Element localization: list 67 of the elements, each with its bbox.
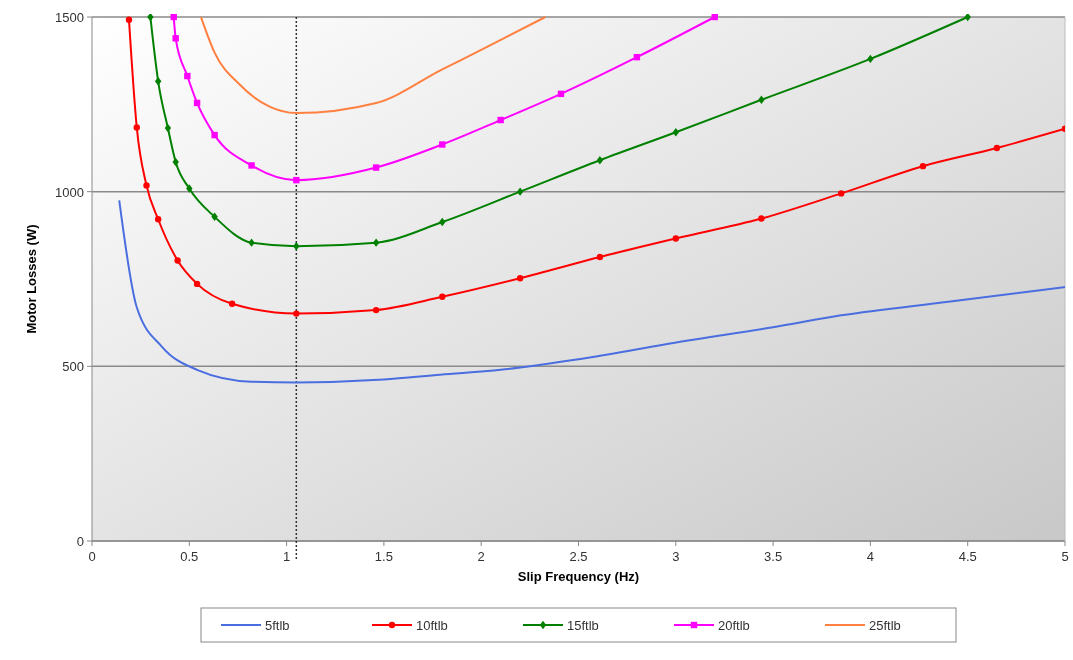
point [174,257,181,264]
x-tick-label: 5 [1061,549,1069,564]
point [211,212,218,222]
point [125,16,133,23]
line-series [118,199,1065,384]
point [293,241,300,251]
legend-label: 25ftlb [869,618,901,633]
point [516,275,524,282]
point [172,157,179,167]
point [497,116,504,124]
point [758,215,765,222]
point [711,14,718,21]
point [964,14,971,22]
point [228,300,236,307]
x-axis-title: Slip Frequency (Hz) [517,569,640,584]
point [170,14,177,21]
point [164,123,172,133]
point [248,162,255,169]
line-series [199,16,547,115]
point [439,293,446,301]
y-tick-label: 0 [76,534,84,549]
point [154,77,162,86]
point [439,217,446,227]
point [838,190,845,197]
x-tick-label: 3.5 [764,549,783,564]
point [372,306,380,314]
point [193,280,201,288]
point [154,216,162,223]
legend-label: 5ftlb [265,618,290,633]
x-tick-label: 4.5 [958,549,977,564]
point [147,14,154,22]
y-tick-label: 1000 [55,184,84,200]
point [867,54,874,64]
x-tick-label: 2.5 [569,549,588,564]
x-tick-label: 0.5 [180,549,199,564]
point [758,95,765,104]
x-tick-label: 3 [672,549,680,564]
y-tick-label: 500 [62,359,84,375]
x-tick-label: 4 [866,549,875,564]
x-tick-label: 2 [477,549,485,564]
point [596,253,604,261]
point [248,238,255,247]
point [133,124,140,131]
legend-label: 15ftlb [567,618,599,633]
legend-label: 10ftlb [416,618,448,633]
point [596,156,604,165]
point [372,164,380,171]
point [143,182,150,189]
legend-label: 20ftlb [718,618,750,633]
point [439,141,446,148]
point [186,184,193,193]
x-tick-label: 0 [88,549,96,564]
x-tick-label: 1.5 [374,549,393,564]
point [672,235,679,242]
point [293,310,300,317]
point [172,35,179,42]
point [293,176,300,184]
y-tick-label: 1500 [55,10,84,25]
point [919,162,927,170]
point [184,72,191,80]
point [993,144,1001,152]
x-tick-label: 1 [282,549,291,564]
point [211,131,218,139]
point [372,238,380,247]
point [516,187,524,196]
y-axis-title: Motor Losses (W) [24,224,39,334]
point [672,128,679,137]
